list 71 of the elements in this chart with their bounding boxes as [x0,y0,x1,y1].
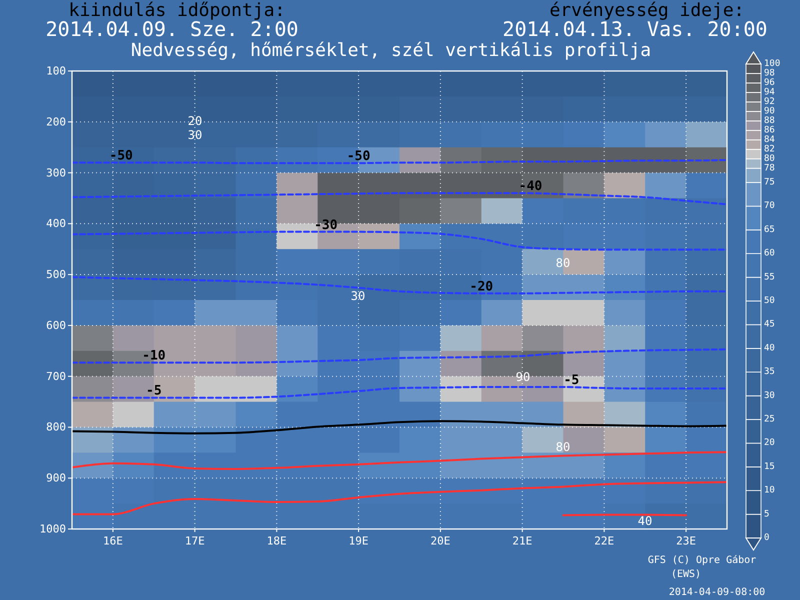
y-tick-label: 500 [46,268,66,282]
color-bar-label: 86 [764,125,775,136]
x-tick-label: 17E [184,534,205,548]
x-tick-label: 18E [266,534,287,548]
line-series [72,386,727,399]
annotation: -10 [142,348,166,364]
line-series [72,192,727,206]
color-bar-label: 90 [764,106,775,116]
color-bar-label: 70 [764,201,775,212]
annotation: 90 [516,370,530,384]
y-tick-label: 600 [46,318,66,332]
y-tick-label: 400 [46,217,66,230]
y-tick-label: 800 [46,420,66,434]
x-tick-label: 20E [430,534,450,548]
color-bar-label: 94 [764,87,775,98]
color-bar-label: 100 [764,59,780,69]
color-bar-label: 80 [764,154,775,164]
x-tick-label: 23E [676,534,696,548]
x-tick-label: 16E [103,534,123,548]
annotation: 80 [556,440,570,454]
color-bar-label: 78 [764,163,775,174]
color-bar-label: 96 [764,78,775,88]
color-bar-label: 55 [764,272,775,282]
line-series [72,348,727,364]
y-tick-label: 900 [46,472,66,485]
annotation: -40 [518,179,542,194]
annotation: -30 [314,218,338,233]
x-tick-label: 19E [348,534,368,548]
annotation: 30 [188,128,202,142]
annotation: -5 [146,384,162,399]
annotation: -20 [470,279,494,294]
color-bar-label: 92 [764,96,775,107]
chart-title: Nedvesség, hőmérséklet, szél vertikális profilja [130,40,652,60]
y-tick-label: 300 [46,166,66,180]
text: 2014-04-09-08:00 [668,586,766,598]
x-tick-label: 21E [512,534,532,548]
color-bar-label: 15 [764,462,775,472]
text: (EWS) [670,568,702,580]
text: kiindulás időpontja: [68,0,286,20]
line-series [72,481,727,516]
color-bar-label: 5 [764,509,770,520]
color-bar-label: 20 [764,438,775,448]
annotation: 40 [638,514,652,528]
color-bar-label: 10 [764,486,775,496]
text: érvényesség ideje: [549,0,745,20]
color-bar-label: 84 [764,134,775,145]
color-bar-label: 65 [764,224,775,235]
y-tick-label: 1000 [40,522,66,536]
color-bar-label: 0 [764,533,770,543]
annotation: -50 [109,148,134,164]
annotation: 80 [556,256,570,270]
color-bar-label: 40 [764,343,775,354]
annotation: 20 [188,114,202,128]
color-bar-label: 45 [764,320,775,330]
color-bar-label: 50 [764,296,775,306]
text: GFS (C) Opre Gábor [648,554,756,566]
color-bar-label: 60 [764,248,775,259]
color-bar-label: 82 [764,144,775,154]
color-bar-label: 30 [764,390,775,401]
y-tick-label: 200 [46,115,66,128]
color-bar-label: 35 [764,367,775,378]
annotation: -50 [346,149,370,164]
y-tick-label: 700 [46,370,66,383]
color-bar-label: 75 [764,178,775,188]
color-bar-label: 25 [764,414,775,424]
annotation: -5 [564,373,580,388]
x-tick-label: 22E [594,534,614,548]
y-tick-label: 100 [46,64,66,78]
annotation: 30 [350,289,366,303]
color-bar-label: 88 [764,116,775,126]
color-bar-label: 98 [764,68,775,78]
